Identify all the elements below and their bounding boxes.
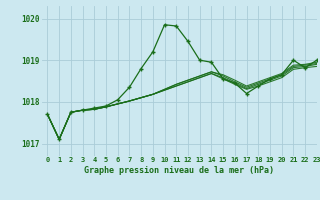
X-axis label: Graphe pression niveau de la mer (hPa): Graphe pression niveau de la mer (hPa) bbox=[84, 166, 274, 175]
